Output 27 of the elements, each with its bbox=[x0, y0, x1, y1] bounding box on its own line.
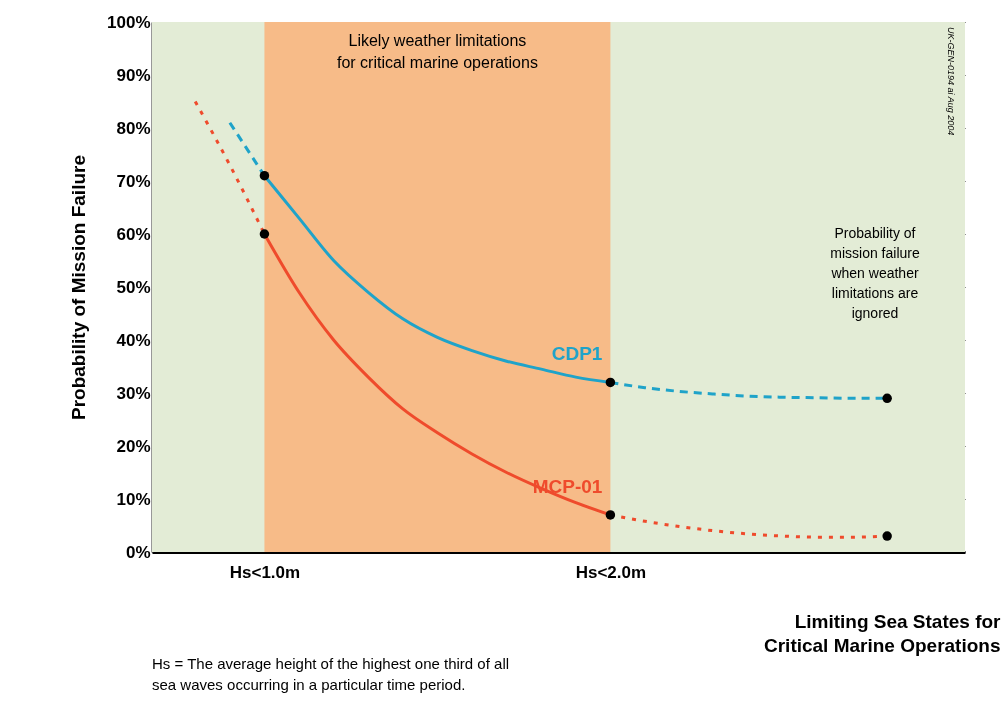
x-tick-label: Hs<2.0m bbox=[575, 562, 647, 582]
y-tick-label: 70% bbox=[116, 171, 151, 191]
point bbox=[882, 393, 892, 404]
band-label: Likely weather limitations for critical marine operations bbox=[336, 31, 538, 71]
x-axis-title: Limiting Sea States for Critical Marine Operations bbox=[763, 610, 1002, 656]
y-tick-label: 40% bbox=[116, 330, 151, 350]
y-tick-label: 60% bbox=[116, 224, 151, 244]
y-tick-label: 30% bbox=[116, 383, 151, 403]
text: Hs = The average height of the highest one third of all sea waves occurring in a particular time period. bbox=[152, 655, 510, 693]
point bbox=[605, 510, 616, 520]
y-tick-label: 10% bbox=[116, 489, 151, 509]
point bbox=[259, 229, 270, 239]
y-tick-label: 90% bbox=[116, 65, 151, 85]
y-axis-title: Probability of Mission Failure bbox=[68, 155, 90, 420]
y-tick-label: 50% bbox=[116, 277, 151, 297]
y-tick-label: 20% bbox=[116, 436, 151, 456]
point bbox=[259, 170, 270, 181]
point bbox=[882, 531, 892, 541]
annotation: UK-GEN-0194 ai Aug 2004 bbox=[946, 27, 956, 136]
series-label: MCP-01 bbox=[532, 475, 603, 497]
y-tick-label: 100% bbox=[107, 12, 151, 32]
point bbox=[605, 377, 616, 388]
y-tick-label: 80% bbox=[116, 118, 151, 138]
annotation: Probability of mission failure when weather limitations are ignored bbox=[830, 225, 920, 321]
series-label: CDP1 bbox=[551, 343, 603, 365]
x-tick-label: Hs<1.0m bbox=[229, 562, 301, 582]
y-tick-label: 0% bbox=[125, 542, 151, 562]
